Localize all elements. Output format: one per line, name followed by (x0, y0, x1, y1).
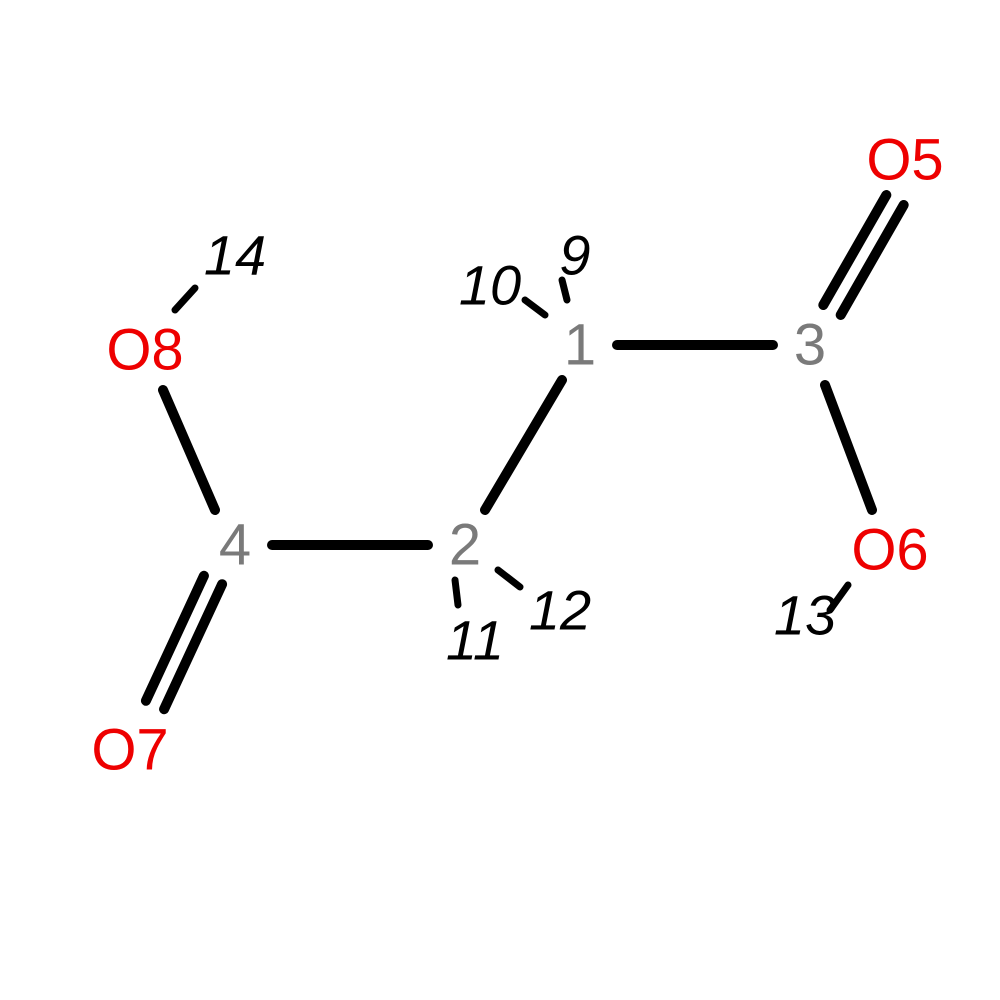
atom-label-2: 2 (449, 512, 481, 579)
atom-label-6: O6 (851, 517, 928, 584)
index-label-14: 14 (204, 223, 266, 288)
index-label-12: 12 (529, 578, 591, 643)
molecule-canvas (0, 0, 1000, 1000)
atom-label-8: O8 (106, 317, 183, 384)
index-label-11: 11 (446, 608, 504, 673)
index-label-13: 13 (774, 583, 836, 648)
atom-label-7: O7 (91, 717, 168, 784)
atom-label-4: 4 (219, 512, 251, 579)
atom-label-3: 3 (794, 312, 826, 379)
index-label-9: 9 (559, 223, 590, 288)
index-label-10: 10 (459, 253, 521, 318)
atom-label-5: O5 (866, 127, 943, 194)
atom-label-1: 1 (564, 312, 596, 379)
